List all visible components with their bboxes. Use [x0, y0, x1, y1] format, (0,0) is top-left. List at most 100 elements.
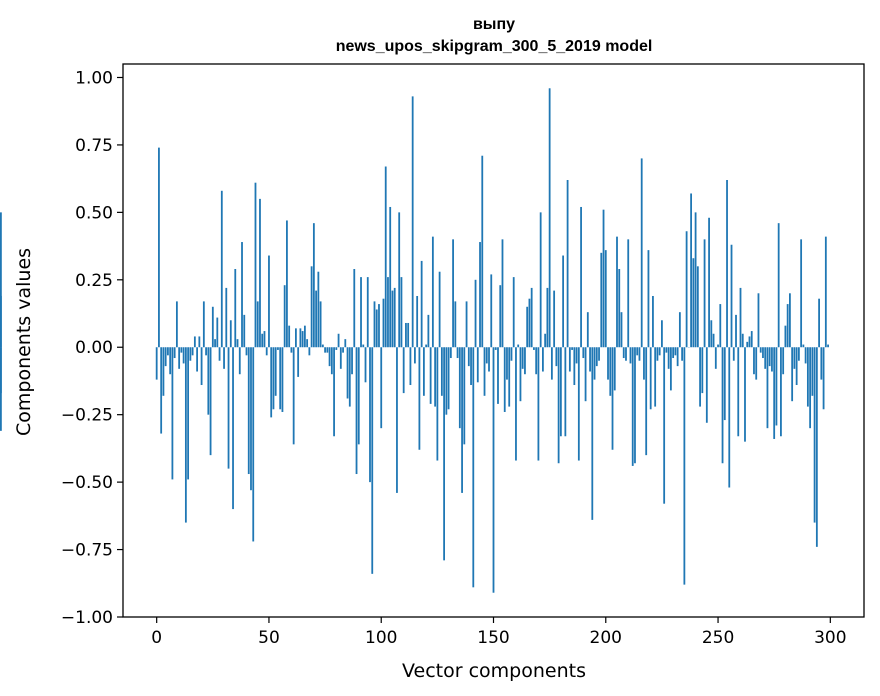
- bar-14: [187, 347, 190, 480]
- bar-142: [474, 279, 477, 348]
- bar-5: [167, 347, 169, 356]
- bar-4: [164, 347, 167, 367]
- bar-224: [658, 347, 661, 356]
- bar-2: [160, 347, 163, 434]
- bar-246: [708, 217, 710, 348]
- bar-87: [351, 347, 353, 375]
- bar-163: [521, 347, 524, 369]
- bar-267: [755, 347, 758, 380]
- bar-133: [454, 301, 457, 348]
- bar-173: [544, 333, 547, 348]
- bar-209: [625, 347, 627, 361]
- x-tick-label: 0: [151, 628, 162, 648]
- bar-11: [180, 347, 183, 353]
- bar-146: [483, 347, 486, 396]
- bar-9: [175, 301, 178, 348]
- bar-150: [492, 347, 495, 593]
- bar-49: [265, 347, 268, 356]
- bar-139: [467, 347, 470, 367]
- bar-148: [488, 347, 490, 372]
- bar-239: [692, 258, 695, 348]
- bar-290: [806, 347, 809, 407]
- bar-291: [809, 347, 812, 429]
- bar-191: [584, 347, 587, 402]
- bar-202: [609, 347, 612, 396]
- bar-280: [784, 325, 787, 348]
- bar-183: [566, 180, 569, 348]
- bar-50: [268, 255, 270, 348]
- bar-286: [797, 347, 800, 361]
- bar-59: [288, 325, 291, 348]
- bar-62: [295, 328, 297, 348]
- bar-61: [292, 347, 295, 445]
- bar-169: [535, 347, 538, 375]
- bar-95: [369, 347, 371, 483]
- bar-116: [416, 295, 419, 348]
- bar-227: [665, 347, 668, 353]
- bar-229: [669, 347, 672, 391]
- bar-226: [663, 347, 666, 504]
- bar-207: [620, 312, 623, 348]
- bar-125: [436, 347, 439, 461]
- bar-144: [479, 242, 481, 348]
- bar-257: [732, 347, 735, 361]
- x-tick-label: 150: [477, 628, 509, 648]
- bar-155: [503, 347, 506, 412]
- bar-108: [398, 212, 401, 348]
- bar-195: [593, 347, 596, 380]
- bar-247: [710, 320, 713, 348]
- bar-26: [214, 339, 216, 348]
- bar-92: [362, 344, 365, 348]
- x-axis-label: Vector components: [402, 660, 586, 682]
- bar-30: [223, 347, 225, 369]
- bar-70: [312, 223, 315, 348]
- bar-114: [411, 96, 414, 348]
- bar-175: [548, 88, 551, 348]
- bar-51: [270, 347, 273, 418]
- bar-33: [229, 320, 232, 348]
- bar-48: [263, 331, 266, 348]
- y-tick-label: 0.75: [75, 136, 113, 156]
- bar-71: [315, 290, 318, 348]
- bar-52: [272, 347, 275, 410]
- bar-162: [519, 347, 522, 402]
- bar-93: [364, 347, 367, 383]
- bar-261: [741, 333, 744, 348]
- bar-68: [308, 347, 311, 356]
- bar-236: [685, 231, 688, 348]
- x-tick-label: 200: [590, 628, 622, 648]
- bar-45: [256, 301, 259, 348]
- bar-159: [512, 277, 515, 348]
- bar-164: [524, 347, 526, 375]
- bar-197: [598, 347, 600, 361]
- y-tick-label: 0.50: [75, 203, 113, 223]
- bar-157: [508, 347, 511, 407]
- bar-278: [780, 347, 782, 437]
- bar-undefined: [0, 212, 2, 348]
- bar-206: [618, 269, 621, 348]
- bar-230: [672, 347, 675, 359]
- bar-176: [550, 347, 553, 380]
- bar-220: [649, 347, 652, 410]
- bar-165: [526, 306, 529, 348]
- bar-123: [431, 236, 434, 348]
- bar-113: [409, 347, 412, 386]
- bar-undefined: [0, 295, 2, 348]
- bar-238: [690, 193, 692, 348]
- bar-119: [422, 347, 425, 396]
- bar-254: [726, 180, 728, 348]
- bar-27: [216, 317, 219, 348]
- bar-294: [815, 347, 818, 547]
- bar-85: [346, 347, 349, 399]
- bar-196: [595, 347, 598, 367]
- bar-204: [613, 347, 616, 391]
- bar-217: [643, 347, 645, 380]
- bar-250: [717, 344, 719, 348]
- bar-39: [243, 314, 246, 348]
- bar-249: [714, 347, 717, 369]
- bar-57: [283, 285, 286, 348]
- x-tick-label: 50: [258, 628, 280, 648]
- bar-91: [360, 277, 362, 348]
- bar-111: [405, 322, 407, 348]
